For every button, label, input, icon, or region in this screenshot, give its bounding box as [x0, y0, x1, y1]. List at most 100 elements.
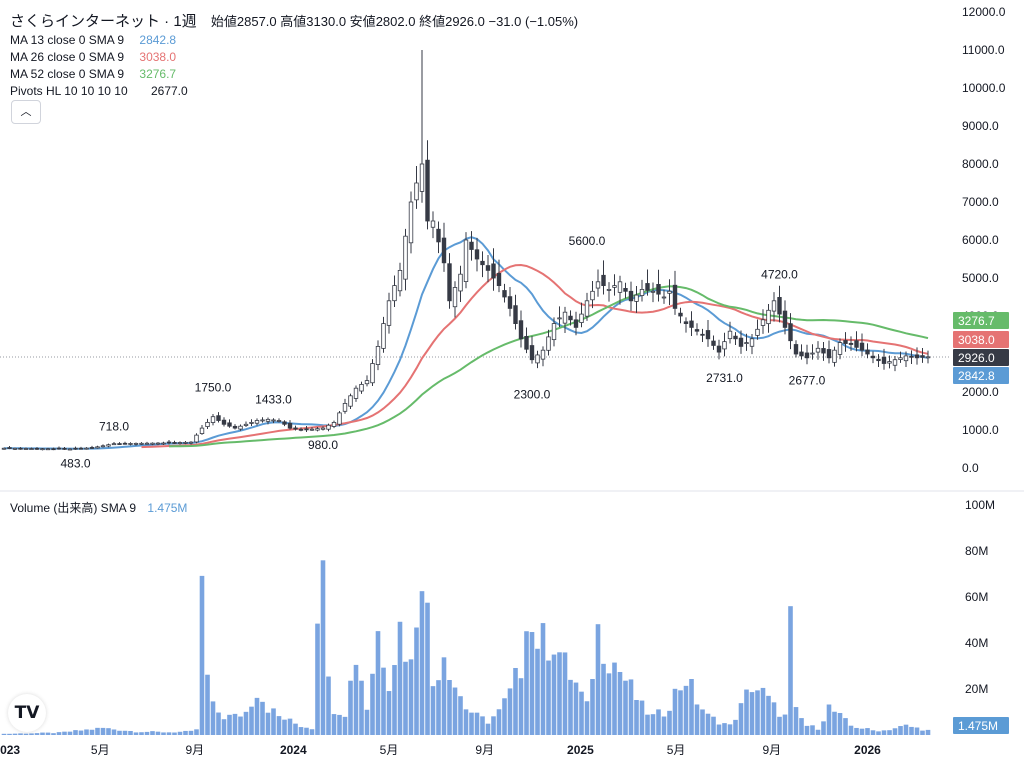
volume-bar[interactable] [628, 679, 634, 735]
volume-bar[interactable] [524, 631, 529, 735]
candle-body[interactable] [914, 354, 920, 359]
candle-body[interactable] [67, 448, 73, 451]
volume-bar[interactable] [540, 623, 546, 735]
candle-body[interactable] [194, 434, 199, 443]
candle-body[interactable] [722, 341, 727, 350]
volume-bar[interactable] [694, 704, 700, 735]
volume-bar[interactable] [799, 718, 804, 735]
indicator-ma13[interactable]: MA 13 close 0 SMA 9 2842.8 [10, 33, 176, 47]
candle-body[interactable] [414, 182, 419, 201]
volume-bar[interactable] [1, 733, 7, 735]
candle-body[interactable] [744, 342, 749, 345]
volume-bar[interactable] [177, 731, 183, 735]
candle-body[interactable] [755, 328, 760, 336]
candle-body[interactable] [381, 323, 386, 349]
volume-bar[interactable] [617, 671, 623, 735]
volume-bar[interactable] [678, 690, 683, 735]
candle-body[interactable] [452, 287, 458, 308]
candle-body[interactable] [265, 418, 271, 422]
volume-bar[interactable] [111, 729, 117, 735]
volume-bar[interactable] [436, 680, 441, 735]
volume-bar[interactable] [45, 732, 51, 735]
candle-body[interactable] [898, 357, 903, 360]
candle-body[interactable] [529, 345, 535, 361]
candle-body[interactable] [496, 272, 502, 286]
volume-bar[interactable] [221, 719, 227, 735]
candle-body[interactable] [502, 290, 507, 298]
volume-bar[interactable] [821, 721, 826, 735]
volume-bar[interactable] [722, 723, 727, 735]
volume-bar[interactable] [711, 716, 716, 735]
volume-bar[interactable] [315, 623, 320, 735]
candle-body[interactable] [826, 349, 832, 359]
volume-bar[interactable] [381, 667, 386, 735]
candle-body[interactable] [78, 447, 84, 450]
candle-body[interactable] [447, 263, 452, 302]
volume-bar[interactable] [122, 730, 128, 735]
volume-bar[interactable] [331, 714, 337, 735]
volume-bar[interactable] [716, 724, 722, 735]
volume-bar[interactable] [56, 732, 62, 735]
candle-body[interactable] [210, 416, 216, 423]
candle-body[interactable] [375, 345, 381, 365]
candle-body[interactable] [309, 428, 315, 431]
volume-bar[interactable] [51, 733, 56, 735]
volume-bar[interactable] [815, 729, 821, 735]
candle-body[interactable] [425, 159, 430, 222]
volume-bar[interactable] [7, 733, 12, 735]
volume-bar[interactable] [29, 733, 34, 735]
volume-bar[interactable] [276, 716, 282, 735]
candle-body[interactable] [166, 441, 172, 444]
volume-bar[interactable] [634, 700, 639, 735]
volume-bar[interactable] [623, 680, 628, 735]
candle-body[interactable] [474, 249, 480, 260]
volume-bar[interactable] [579, 691, 584, 735]
volume-bar[interactable] [865, 728, 870, 735]
candle-body[interactable] [419, 163, 425, 192]
volume-bar[interactable] [892, 728, 898, 735]
candle-body[interactable] [546, 336, 551, 351]
candle-body[interactable] [771, 300, 777, 312]
candle-body[interactable] [276, 420, 282, 422]
volume-bar[interactable] [150, 731, 155, 735]
volume-bar[interactable] [595, 624, 601, 735]
candle-body[interactable] [315, 428, 320, 431]
candle-body[interactable] [458, 273, 463, 292]
candle-body[interactable] [304, 428, 309, 431]
volume-bar[interactable] [447, 680, 452, 735]
volume-bar[interactable] [903, 724, 909, 735]
volume-bar[interactable] [650, 714, 656, 735]
volume-bar[interactable] [95, 727, 100, 735]
candle-body[interactable] [909, 355, 914, 358]
volume-bar[interactable] [397, 621, 403, 735]
volume-bar[interactable] [353, 664, 359, 735]
candle-body[interactable] [62, 447, 67, 450]
candle-body[interactable] [661, 296, 667, 299]
candle-body[interactable] [243, 423, 249, 426]
candle-body[interactable] [518, 320, 524, 340]
volume-bar[interactable] [738, 703, 744, 735]
volume-bar[interactable] [777, 716, 782, 735]
volume-bar[interactable] [507, 688, 513, 735]
candle-body[interactable] [865, 349, 870, 355]
volume-bar[interactable] [700, 709, 705, 735]
volume-bar[interactable] [408, 659, 414, 735]
candle-body[interactable] [656, 284, 661, 295]
candle-body[interactable] [364, 380, 370, 385]
candle-body[interactable] [331, 421, 337, 427]
volume-bar[interactable] [848, 725, 854, 735]
volume-bar[interactable] [568, 679, 573, 735]
volume-bar[interactable] [672, 688, 678, 735]
volume-bar[interactable] [656, 709, 661, 735]
candle-body[interactable] [155, 442, 161, 445]
volume-bar[interactable] [227, 714, 232, 735]
candle-body[interactable] [667, 290, 672, 294]
volume-bar[interactable] [106, 728, 111, 735]
volume-bar[interactable] [854, 727, 859, 735]
volume-bar[interactable] [375, 631, 381, 735]
candle-body[interactable] [106, 444, 111, 447]
candle-body[interactable] [689, 320, 694, 328]
volume-bar[interactable] [480, 716, 485, 735]
candle-body[interactable] [436, 228, 441, 243]
volume-bar[interactable] [425, 602, 430, 735]
